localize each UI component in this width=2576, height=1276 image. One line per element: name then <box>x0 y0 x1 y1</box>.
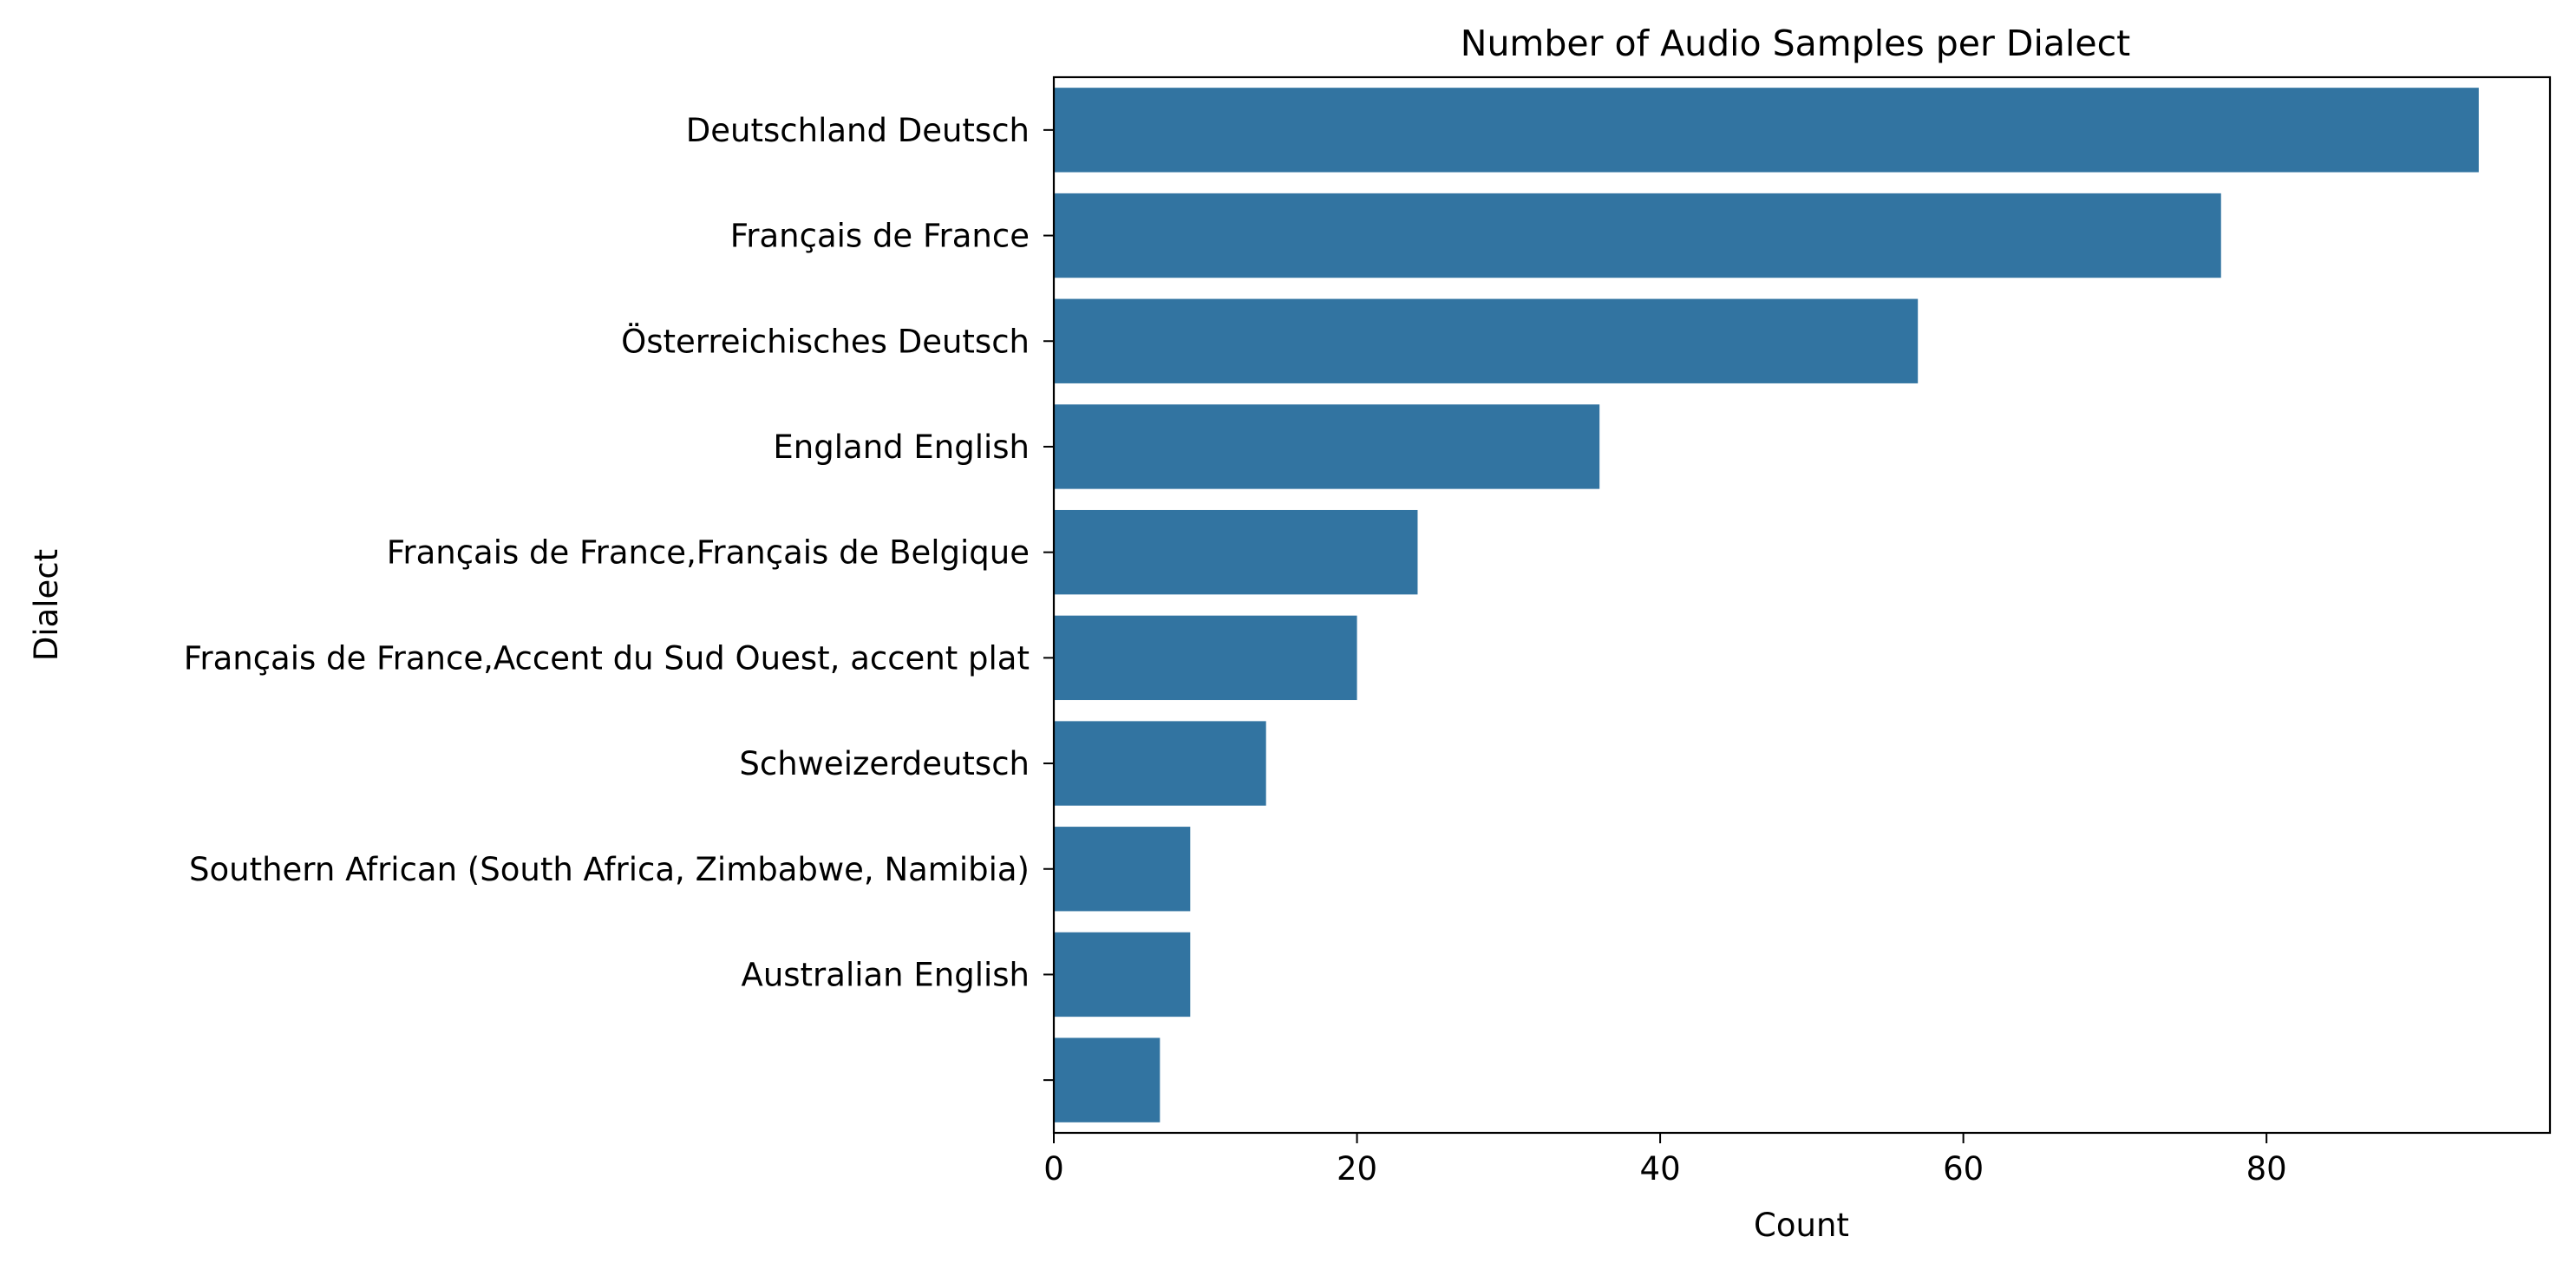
bar <box>1054 298 1919 383</box>
y-axis-ticks: Deutschland Deutsch Français de France Öst… <box>184 112 1054 1082</box>
bars-layer <box>1054 88 2479 1122</box>
x-tick-label: 40 <box>1640 1150 1681 1188</box>
bar <box>1054 88 2479 173</box>
y-axis-label: Dialect <box>28 549 65 661</box>
x-axis-ticks: 0 20 40 60 80 <box>1043 1133 2287 1188</box>
chart-title: Number of Audio Samples per Dialect <box>1461 23 2130 64</box>
y-tick-label: Français de France <box>730 218 1030 255</box>
x-tick-label: 0 <box>1043 1150 1064 1188</box>
bar <box>1054 193 2221 278</box>
x-tick-label: 80 <box>2246 1150 2287 1188</box>
plot-frame <box>1052 75 2552 1135</box>
bar <box>1054 827 1191 912</box>
x-tick-label: 60 <box>1943 1150 1984 1188</box>
y-tick-label: Français de France,Accent du Sud Ouest, … <box>184 639 1030 677</box>
bar <box>1054 932 1191 1018</box>
y-tick-label: Schweizerdeutsch <box>739 745 1030 782</box>
y-tick-label: Österreichisches Deutsch <box>621 323 1030 360</box>
y-tick-label: Australian English <box>742 956 1030 993</box>
x-axis-label: Count <box>1754 1207 1849 1244</box>
bar <box>1054 1037 1161 1122</box>
bar <box>1054 404 1600 489</box>
y-tick-label: Français de France,Français de Belgique <box>387 534 1030 572</box>
y-tick-label: England English <box>773 429 1030 466</box>
bar <box>1054 509 1418 595</box>
y-tick-label: Southern African (South Africa, Zimbabwe… <box>189 851 1030 888</box>
x-tick-label: 20 <box>1337 1150 1377 1188</box>
bar <box>1054 615 1357 701</box>
bar <box>1054 721 1266 806</box>
y-tick-label: Deutschland Deutsch <box>686 112 1030 149</box>
